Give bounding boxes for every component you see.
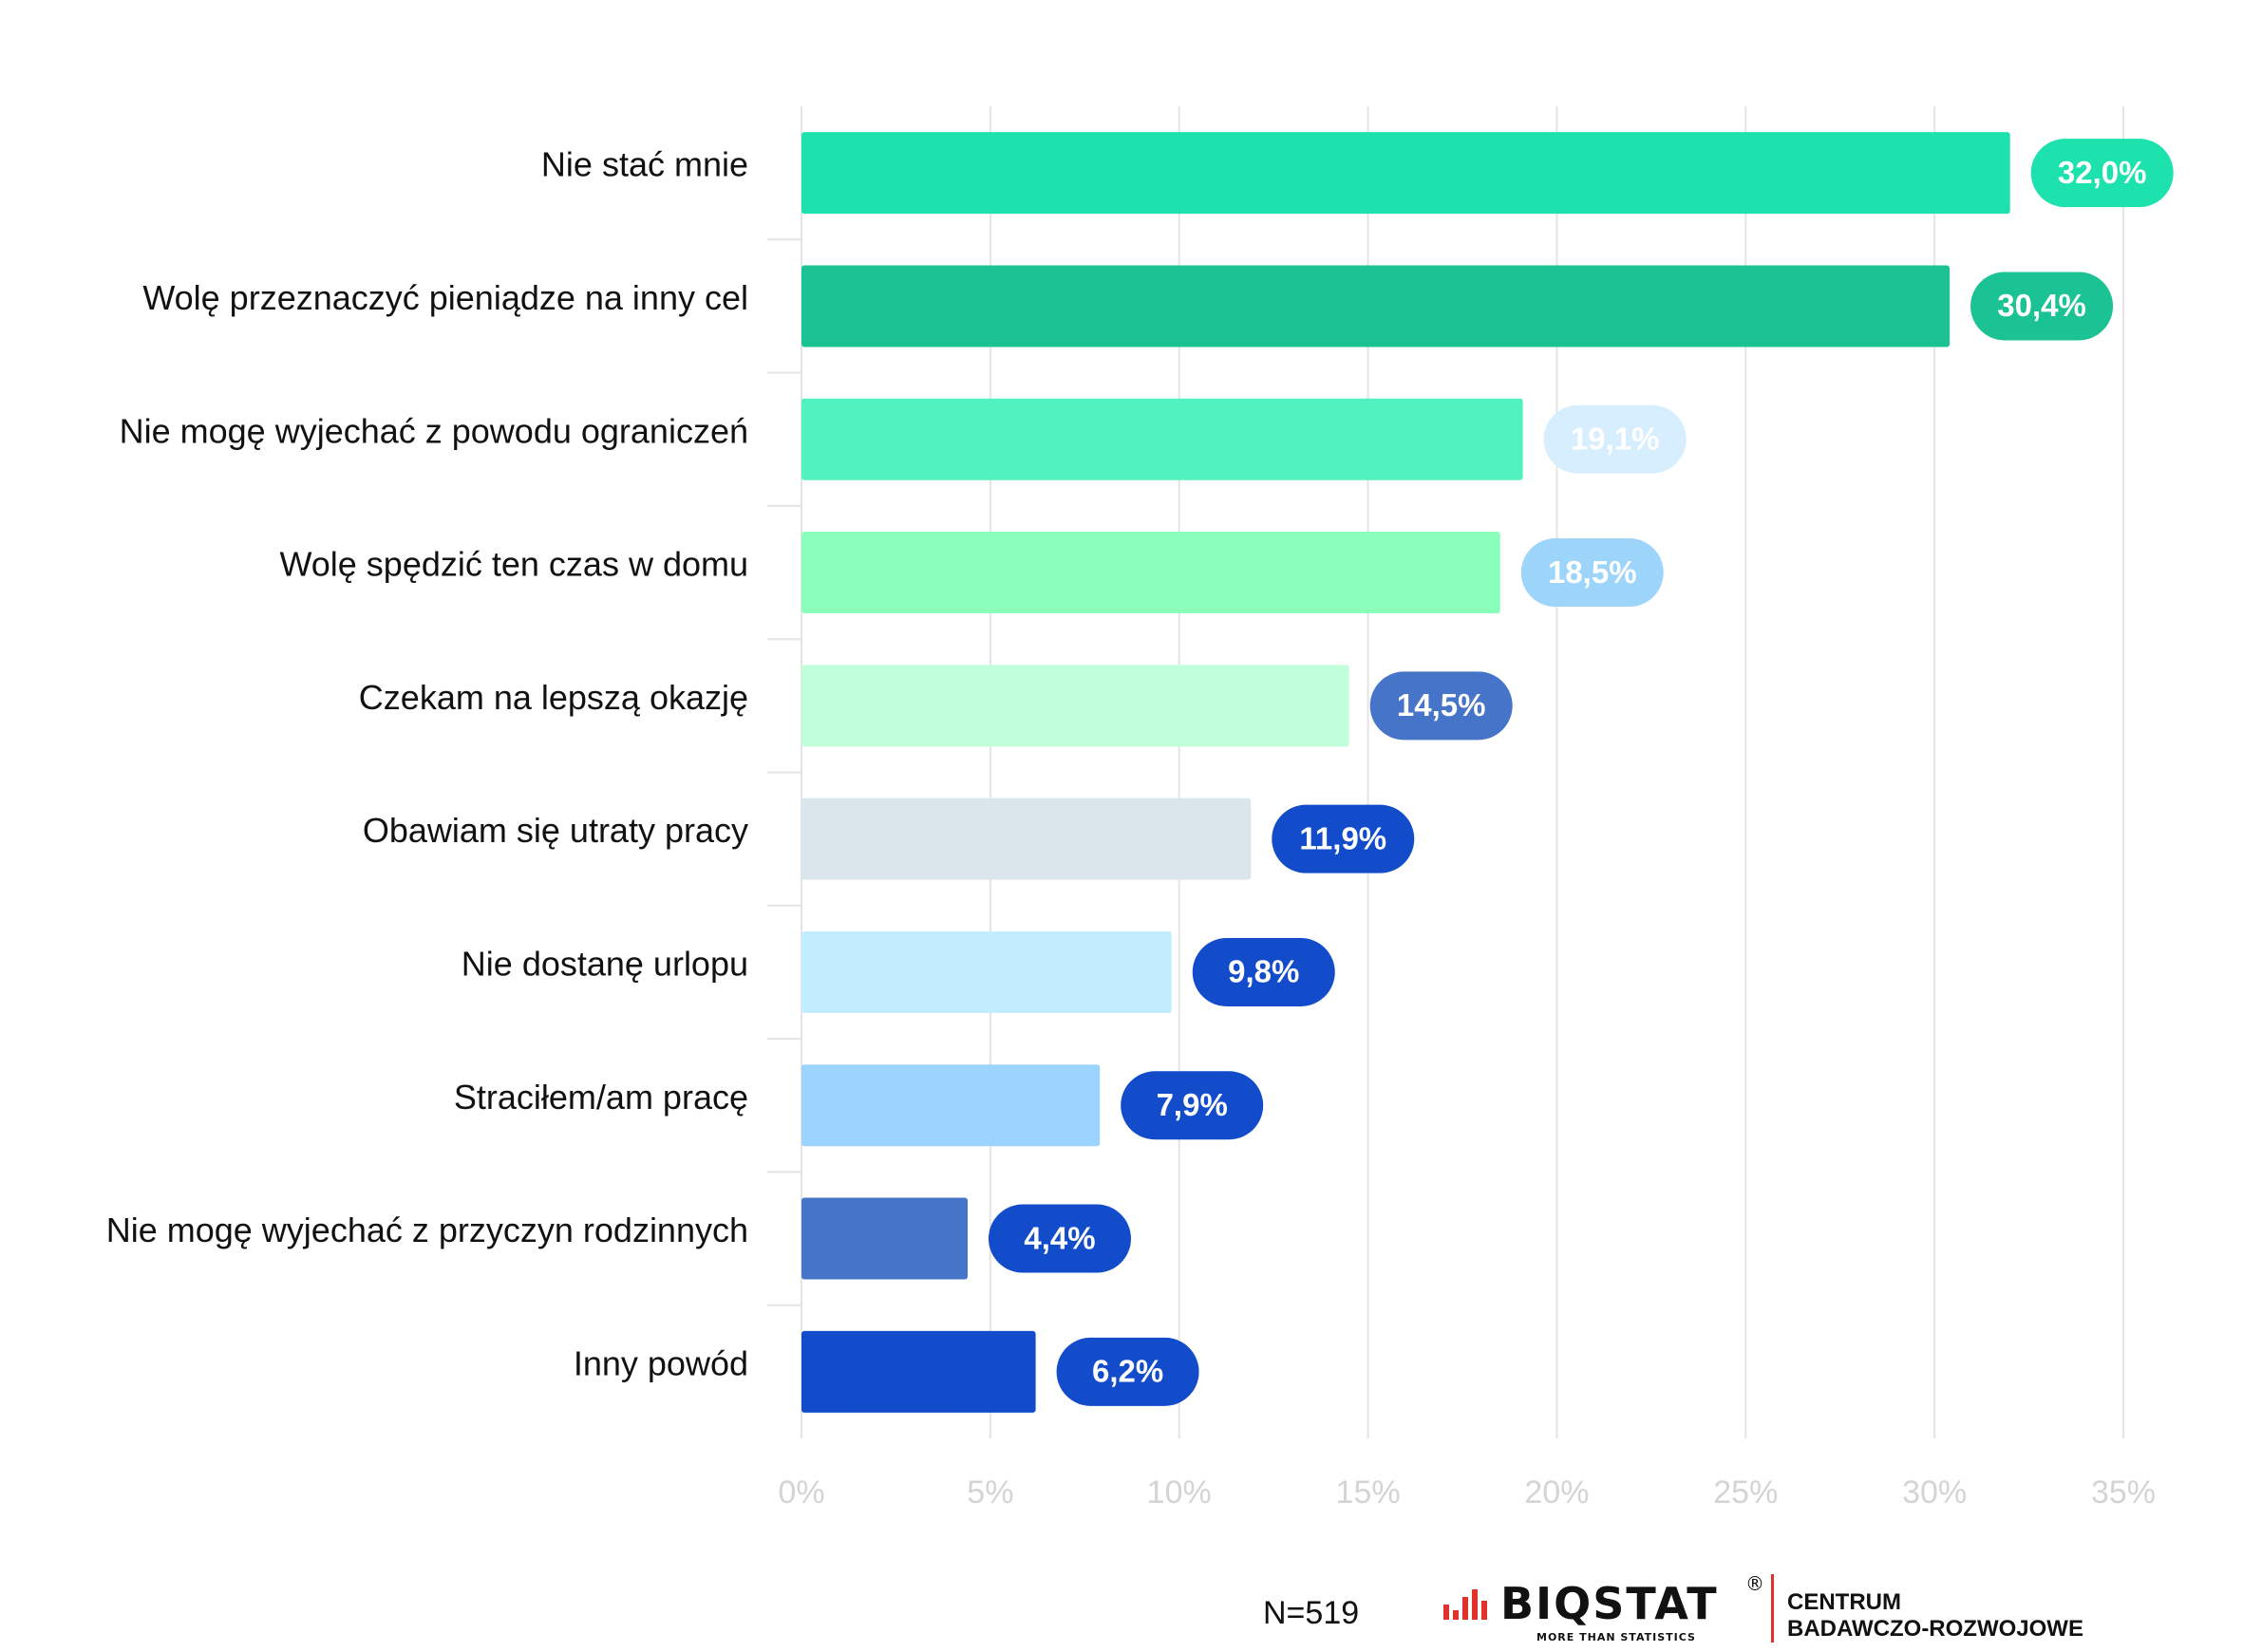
category-label: Nie stać mnie <box>541 145 748 184</box>
centrum-text: CENTRUM BADAWCZO-ROZWOJOWE <box>1787 1589 2083 1643</box>
x-tick-label: 25% <box>1713 1474 1778 1511</box>
category-label: Straciłem/am pracę <box>454 1078 748 1117</box>
value-label: 32,0% <box>2058 155 2147 190</box>
value-label: 4,4% <box>1024 1220 1095 1255</box>
value-label: 30,4% <box>1997 288 2086 323</box>
value-label: 19,1% <box>1571 421 1660 456</box>
x-tick-label: 35% <box>2091 1474 2156 1511</box>
value-pill: 11,9% <box>1272 804 1415 873</box>
value-pill-bg <box>1056 1337 1199 1406</box>
value-pill: 6,2% <box>1056 1337 1199 1406</box>
x-tick-label: 0% <box>778 1474 824 1511</box>
centrum-line1: CENTRUM <box>1787 1589 1901 1615</box>
value-pill-bg <box>2030 139 2174 208</box>
value-pill-bg <box>1543 404 1687 474</box>
bar <box>801 665 1349 747</box>
category-label: Nie mogę wyjechać z powodu ograniczeń <box>120 411 748 450</box>
value-label: 18,5% <box>1548 554 1637 590</box>
horizontal-bar-chart: Nie stać mnie Wolę przeznaczyć pieniądze … <box>106 106 2174 1511</box>
bar <box>801 398 1523 480</box>
value-pill-bg <box>1192 937 1335 1006</box>
bar <box>801 532 1500 614</box>
value-pill-bg <box>1520 538 1664 608</box>
category-axis-ticks <box>767 238 801 1306</box>
value-labels: 32,0% 30,4% 19,1% 18,5% 14,5% 11,9% 9,8% 7,9% 4,… <box>988 139 2174 1406</box>
bar <box>801 265 1951 347</box>
value-label: 6,2% <box>1092 1354 1163 1389</box>
bar <box>801 1197 968 1280</box>
value-pill-bg <box>1369 671 1513 741</box>
x-tick-label: 15% <box>1336 1474 1401 1511</box>
x-tick-label: 20% <box>1524 1474 1589 1511</box>
x-tick-label: 10% <box>1147 1474 1212 1511</box>
brand-wordmark: BIQSTAT <box>1500 1578 1719 1629</box>
brand-tagline: MORE THAN STATISTICS <box>1536 1631 1696 1643</box>
bar-chart-icon <box>1443 1589 1487 1620</box>
value-pill-bg <box>1272 804 1415 873</box>
biostat-logo: BIQSTAT ® MORE THAN STATISTICS CENTRUM B… <box>1443 1572 2089 1643</box>
centrum-line2: BADAWCZO-ROZWOJOWE <box>1787 1616 2083 1642</box>
value-pill: 32,0% <box>2030 139 2174 208</box>
value-pill: 7,9% <box>1121 1071 1264 1140</box>
bar <box>801 1064 1101 1147</box>
bar <box>801 930 1172 1013</box>
category-label: Inny powód <box>574 1343 748 1382</box>
value-label: 7,9% <box>1157 1087 1228 1122</box>
sample-size-label: N=519 <box>1263 1595 1360 1631</box>
bar <box>801 1330 1036 1413</box>
x-tick-label: 30% <box>1902 1474 1967 1511</box>
value-pill-bg <box>988 1204 1131 1273</box>
value-pill: 18,5% <box>1520 538 1664 608</box>
value-label: 14,5% <box>1397 687 1486 723</box>
logo-divider <box>1771 1574 1774 1643</box>
category-label: Wolę spędzić ten czas w domu <box>279 545 748 584</box>
value-pill: 14,5% <box>1369 671 1513 741</box>
category-label: Nie mogę wyjechać z przyczyn rodzinnych <box>106 1211 748 1249</box>
value-pill: 19,1% <box>1543 404 1687 474</box>
value-pill-bg <box>1970 272 2114 341</box>
bar <box>801 132 2010 215</box>
x-axis-tick-labels: 0% 5% 10% 15% 20% 25% 30% 35% <box>778 1474 2156 1511</box>
bar <box>801 798 1252 880</box>
category-label: Wolę przeznaczyć pieniądze na inny cel <box>142 278 748 317</box>
bars <box>801 132 2010 1413</box>
value-pill: 9,8% <box>1192 937 1335 1006</box>
value-pill: 30,4% <box>1970 272 2114 341</box>
value-label: 9,8% <box>1228 954 1299 989</box>
category-label: Czekam na lepszą okazję <box>359 678 748 717</box>
value-pill: 4,4% <box>988 1204 1131 1273</box>
category-labels: Nie stać mnie Wolę przeznaczyć pieniądze … <box>106 145 748 1383</box>
registered-mark: ® <box>1745 1572 1764 1595</box>
category-label: Obawiam się utraty pracy <box>363 811 748 850</box>
value-pill-bg <box>1121 1071 1264 1140</box>
category-label: Nie dostanę urlopu <box>462 944 748 983</box>
value-label: 11,9% <box>1299 820 1386 855</box>
x-tick-label: 5% <box>967 1474 1013 1511</box>
